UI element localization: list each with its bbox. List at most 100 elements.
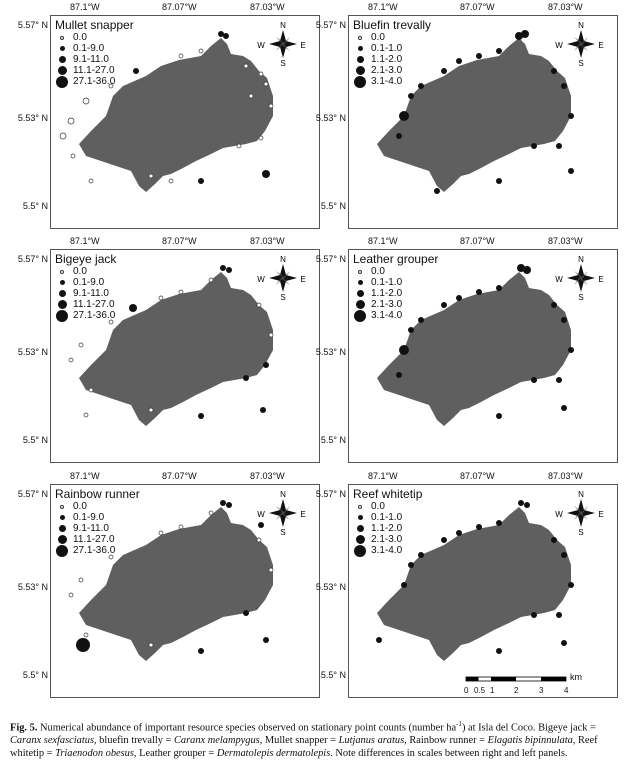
legend-entry: 3.1-4.0 <box>353 75 431 88</box>
caption-text-8: . Note differences in scales between rig… <box>330 748 568 760</box>
map-canvas: N S E W <box>377 255 604 426</box>
legend-entry: 0.0 <box>55 501 140 512</box>
survey-point <box>148 407 154 413</box>
species-6: Dermatolepis dermatolepis <box>216 748 331 760</box>
legend-entry: 3.1-4.0 <box>353 309 438 322</box>
compass-label-w: W <box>257 41 265 50</box>
map-canvas: N S E W <box>377 21 604 194</box>
survey-point <box>408 327 414 333</box>
compass-label-e: E <box>598 275 603 284</box>
legend: Mullet snapper 0.0 0.1-9.0 9.1-11.0 11.1-27.… <box>55 18 134 88</box>
island-shape <box>79 272 273 426</box>
compass-label-e: E <box>598 41 603 50</box>
legend-label: 0.1-9.0 <box>73 42 105 54</box>
legend-entry: 1.1-2.0 <box>353 54 431 65</box>
survey-point <box>78 342 84 348</box>
legend-label: 9.1-11.0 <box>73 53 109 65</box>
survey-point <box>260 407 266 413</box>
caption-superscript: -1 <box>456 720 462 728</box>
survey-point <box>223 33 229 39</box>
longitude-tick: 87.03°W <box>250 471 285 481</box>
legend-symbol <box>353 280 367 285</box>
legend-label: 27.1-36.0 <box>73 75 116 87</box>
survey-point <box>561 317 567 323</box>
survey-point <box>418 317 424 323</box>
longitude-tick: 87.07°W <box>162 471 197 481</box>
survey-point <box>551 302 557 308</box>
caption-text-7: , Leather grouper = <box>133 748 217 760</box>
legend-symbol <box>353 300 367 309</box>
legend-symbol <box>353 269 367 274</box>
survey-point <box>556 143 562 149</box>
latitude-tick: 5.53° N <box>17 347 48 357</box>
survey-point <box>531 377 537 383</box>
survey-point <box>226 267 232 273</box>
survey-point <box>556 377 562 383</box>
legend-symbol <box>353 46 367 51</box>
legend-entry: 11.1-27.0 <box>55 299 116 310</box>
survey-point <box>418 83 424 89</box>
legend-label: 0.1-1.0 <box>371 276 403 288</box>
legend-label: 0.1-1.0 <box>371 42 403 54</box>
scale-tick-1: 1 <box>490 686 495 695</box>
survey-point <box>496 413 502 419</box>
map-panel-bluefin-trevally: N S E W Bluefin trevally 0.0 0.1-1.0 1.1-2.0 2.1… <box>348 15 618 229</box>
scale-unit: km <box>570 672 582 682</box>
latitude-tick: 5.5° N <box>22 670 48 680</box>
survey-point <box>561 552 567 558</box>
legend-symbol <box>55 300 69 309</box>
longitude-tick: 87.03°W <box>548 2 583 12</box>
legend-label: 27.1-36.0 <box>73 309 116 321</box>
survey-point <box>68 357 74 363</box>
caption-text-2: ) at Isla del Coco. Bigeye jack = <box>461 722 596 734</box>
survey-point <box>396 372 402 378</box>
panel-title: Bluefin trevally <box>353 18 432 32</box>
survey-point <box>148 642 154 648</box>
legend: Rainbow runner 0.0 0.1-9.0 9.1-11.0 11.1-27.… <box>55 487 140 557</box>
survey-point <box>561 83 567 89</box>
scale-bar: 0 0.5 1 2 3 4 km <box>462 672 582 702</box>
legend-entry: 0.0 <box>353 501 422 512</box>
legend-symbol <box>55 75 69 88</box>
survey-point <box>434 188 440 194</box>
panel-title: Mullet snapper <box>55 18 134 32</box>
latitude-tick: 5.5° N <box>22 201 48 211</box>
survey-point <box>198 178 204 184</box>
legend-label: 11.1-27.0 <box>73 533 115 545</box>
legend-entry: 27.1-36.0 <box>55 75 134 88</box>
compass-label-e: E <box>598 510 603 519</box>
survey-point <box>198 648 204 654</box>
legend-symbol <box>353 75 367 88</box>
survey-point <box>524 502 530 508</box>
legend-label: 11.1-27.0 <box>73 298 115 310</box>
compass-icon: N S E W <box>555 490 603 537</box>
legend-entry: 2.1-3.0 <box>353 65 431 76</box>
compass-label-w: W <box>257 275 265 284</box>
species-4: Elagatis bipinnulata <box>487 735 573 747</box>
longitude-tick: 87.1°W <box>368 236 398 246</box>
survey-point <box>108 319 114 325</box>
compass-label-n: N <box>578 490 584 499</box>
survey-point <box>198 413 204 419</box>
survey-point <box>148 173 154 179</box>
survey-point <box>243 63 249 69</box>
legend: Leather grouper 0.0 0.1-1.0 1.1-2.0 2.1-3.0 3… <box>353 253 438 322</box>
survey-point <box>243 375 249 381</box>
scale-tick-0-5: 0.5 <box>474 686 486 695</box>
survey-point <box>551 68 557 74</box>
latitude-tick: 5.5° N <box>320 670 346 680</box>
legend-entry: 27.1-36.0 <box>55 544 140 557</box>
caption-text-3: , bluefin trevally = <box>93 735 174 747</box>
compass-label-s: S <box>578 528 583 537</box>
panel-title: Rainbow runner <box>55 487 140 501</box>
figure-caption: Fig. 5. Numerical abundance of important… <box>10 718 622 760</box>
longitude-tick: 87.07°W <box>460 236 495 246</box>
legend-symbol <box>55 515 69 520</box>
survey-point <box>476 53 482 59</box>
compass-label-n: N <box>578 255 584 264</box>
caption-text-1: Numerical abundance of important resourc… <box>37 722 457 734</box>
legend-entry: 0.1-1.0 <box>353 43 431 54</box>
legend-label: 0.1-9.0 <box>73 276 105 288</box>
island-shape <box>79 507 273 661</box>
longitude-tick: 87.1°W <box>368 471 398 481</box>
